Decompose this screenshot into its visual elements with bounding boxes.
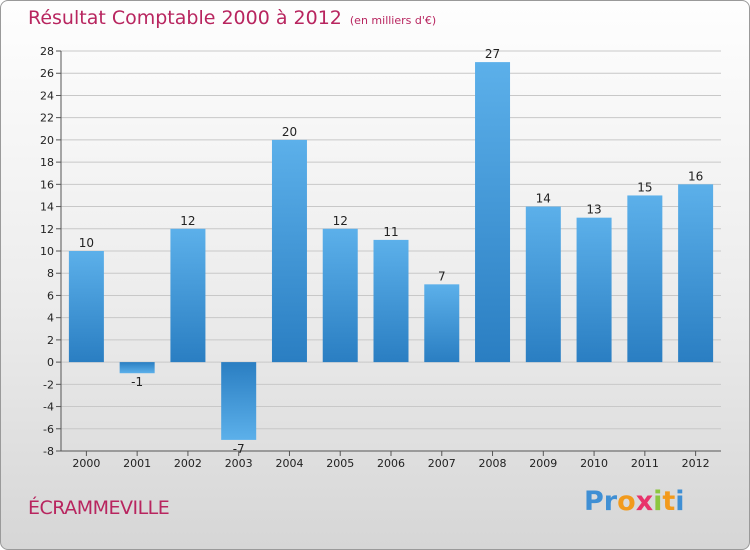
bar-2011 xyxy=(627,195,663,363)
y-tick-label: 22 xyxy=(40,112,54,125)
y-tick-label: 16 xyxy=(40,178,54,191)
bar-2006 xyxy=(373,239,409,363)
data-label-2006: 11 xyxy=(383,225,398,239)
x-tick-label: 2011 xyxy=(631,457,659,470)
data-label-2004: 20 xyxy=(282,125,297,139)
data-label-2012: 16 xyxy=(688,169,703,183)
y-tick-label: 8 xyxy=(47,267,54,280)
logo-letter: o xyxy=(617,486,636,517)
x-tick-label: 2005 xyxy=(326,457,354,470)
bar-2007 xyxy=(424,284,460,363)
x-tick-label: 2010 xyxy=(580,457,608,470)
chart-title: Résultat Comptable 2000 à 2012 (en millie… xyxy=(28,7,436,29)
y-tick-label: 0 xyxy=(47,356,54,369)
data-label-2002: 12 xyxy=(180,214,195,228)
x-tick-label: 2000 xyxy=(72,457,100,470)
bar-2003 xyxy=(221,362,257,440)
y-tick-label: 26 xyxy=(40,67,54,80)
bar-2012 xyxy=(678,184,714,363)
logo-letter: i xyxy=(653,486,663,517)
logo-letter: t xyxy=(662,486,676,517)
x-tick-label: 2002 xyxy=(174,457,202,470)
bar-2000 xyxy=(68,251,104,363)
chart-subtitle: (en milliers d'€) xyxy=(349,14,437,27)
data-label-2005: 12 xyxy=(333,214,348,228)
bar-2005 xyxy=(322,228,358,363)
y-tick-label: -6 xyxy=(43,423,54,436)
y-tick-label: 24 xyxy=(40,89,54,102)
logo-letter: P xyxy=(584,486,604,517)
bar-2008 xyxy=(475,62,511,363)
data-label-2001: -1 xyxy=(131,375,143,389)
y-tick-label: 18 xyxy=(40,156,54,169)
y-tick-label: 12 xyxy=(40,223,54,236)
y-tick-label: 20 xyxy=(40,134,54,147)
commune-name: ÉCRAMMEVILLE xyxy=(28,497,170,519)
data-label-2009: 14 xyxy=(536,192,551,206)
proxiti-logo: Proxiti xyxy=(584,486,685,517)
x-tick-label: 2012 xyxy=(682,457,710,470)
bar-2001 xyxy=(119,362,155,374)
y-tick-label: 28 xyxy=(40,45,54,58)
y-tick-label: -2 xyxy=(43,378,54,391)
x-tick-label: 2009 xyxy=(529,457,557,470)
chart-title-text: Résultat Comptable 2000 à 2012 xyxy=(28,7,342,29)
x-tick-label: 2003 xyxy=(225,457,253,470)
y-tick-label: 10 xyxy=(40,245,54,258)
x-tick-label: 2006 xyxy=(377,457,405,470)
bar-2002 xyxy=(170,228,206,363)
data-label-2007: 7 xyxy=(438,269,446,283)
x-tick-label: 2007 xyxy=(428,457,456,470)
x-tick-label: 2004 xyxy=(275,457,303,470)
bar-2009 xyxy=(525,206,561,363)
y-tick-label: 14 xyxy=(40,201,54,214)
y-tick-label: 6 xyxy=(47,289,54,302)
bar-2004 xyxy=(271,139,307,363)
y-tick-label: -8 xyxy=(43,445,54,458)
data-label-2000: 10 xyxy=(79,236,94,250)
logo-letter: i xyxy=(675,486,685,517)
data-label-2011: 15 xyxy=(637,180,652,194)
y-tick-label: 4 xyxy=(47,312,54,325)
y-tick-label: 2 xyxy=(47,334,54,347)
data-label-2003: -7 xyxy=(233,442,245,456)
data-label-2010: 13 xyxy=(586,203,601,217)
y-tick-label: -4 xyxy=(43,401,54,414)
logo-letter: r xyxy=(603,486,618,517)
logo-letter: x xyxy=(635,486,654,517)
bar-2010 xyxy=(576,217,612,363)
data-label-2008: 27 xyxy=(485,47,500,61)
x-tick-label: 2008 xyxy=(479,457,507,470)
x-tick-label: 2001 xyxy=(123,457,151,470)
